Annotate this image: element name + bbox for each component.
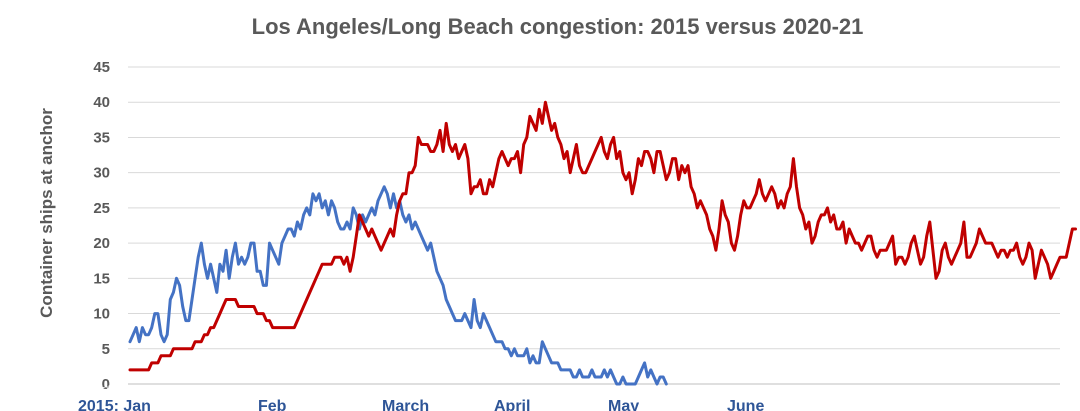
x-month-label: March bbox=[382, 398, 429, 411]
x-month-label: April bbox=[494, 398, 530, 411]
y-tick-label: 10 bbox=[93, 306, 110, 323]
series-line-2020-21 bbox=[128, 100, 1077, 372]
y-tick-label: 0 bbox=[102, 376, 110, 393]
x-month-label: 2015: Jan bbox=[78, 398, 151, 411]
series-layer bbox=[128, 100, 1077, 386]
x-month-label: May bbox=[608, 398, 639, 411]
series-line-2015 bbox=[128, 185, 668, 386]
y-tick-label: 20 bbox=[93, 235, 110, 252]
y-tick-label: 25 bbox=[93, 200, 110, 217]
y-axis-label: Container ships at anchor bbox=[37, 108, 56, 318]
x-month-label: June bbox=[727, 398, 764, 411]
watermark-text: 大数瞻镜 bbox=[54, 384, 114, 402]
watermark-logo-icon-2 bbox=[26, 383, 40, 397]
grid-layer bbox=[128, 66, 1060, 385]
y-tick-label: 30 bbox=[93, 165, 110, 182]
watermark: 大数瞻镜 bbox=[8, 382, 114, 402]
x-month-label: Feb bbox=[258, 398, 287, 411]
x-month-labels: 2015: Jan Feb March April May June bbox=[78, 398, 764, 411]
y-tick-label: 5 bbox=[102, 341, 110, 358]
y-tick-labels: 0 5 10 15 20 25 30 35 40 45 bbox=[93, 59, 110, 393]
y-tick-label: 45 bbox=[93, 59, 110, 76]
y-tick-label: 15 bbox=[93, 270, 110, 287]
y-tick-label: 35 bbox=[93, 129, 110, 146]
y-tick-label: 40 bbox=[93, 94, 110, 111]
watermark-logo-icon bbox=[8, 382, 28, 402]
chart-title: Los Angeles/Long Beach congestion: 2015 … bbox=[251, 14, 864, 39]
